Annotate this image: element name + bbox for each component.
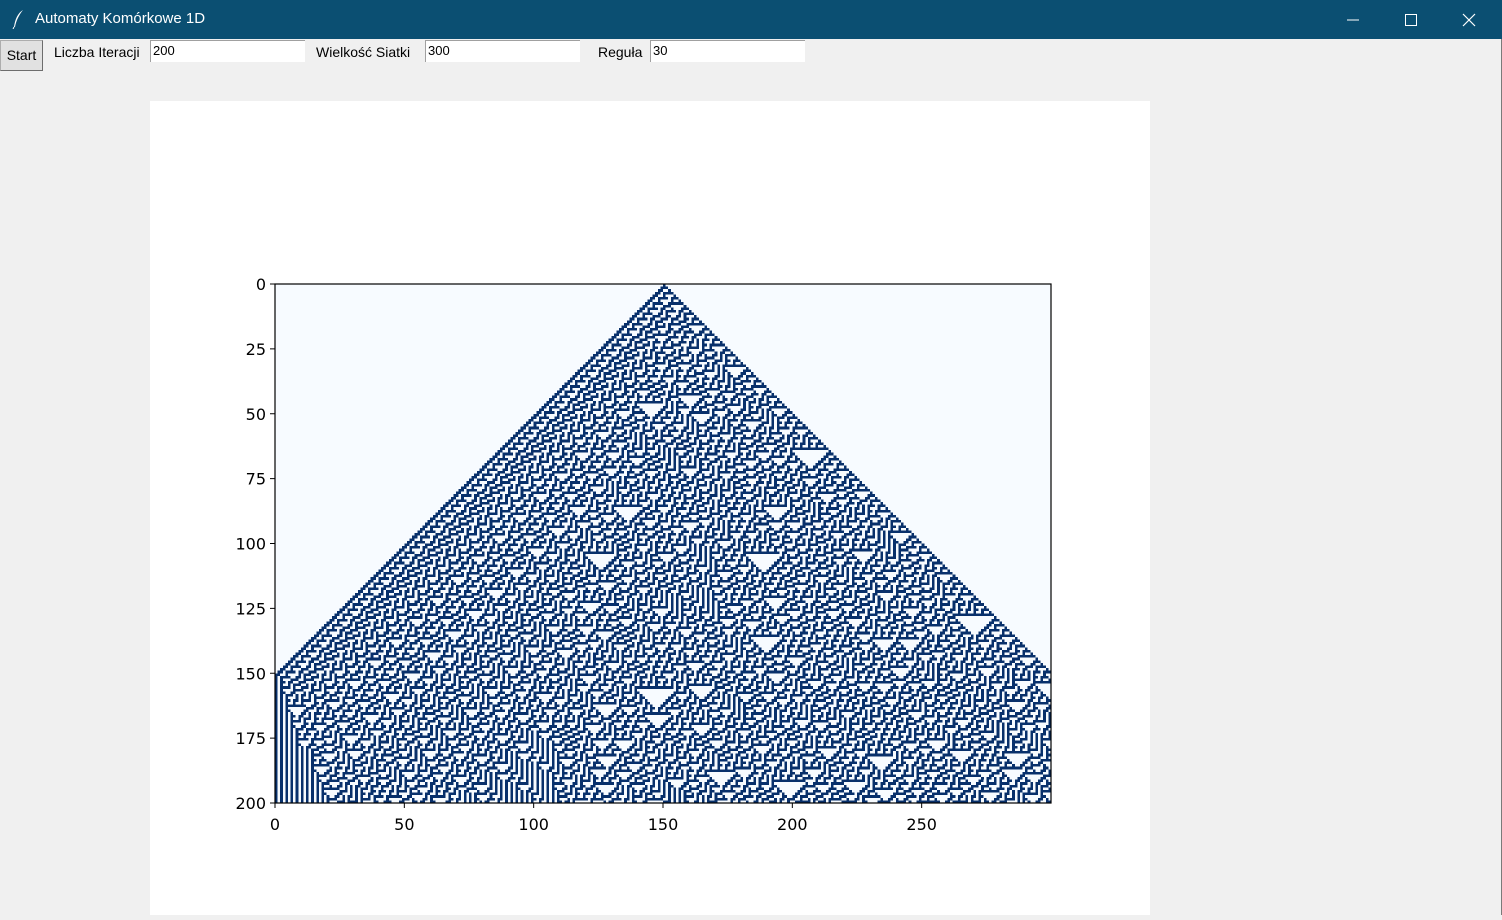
- maximize-button[interactable]: [1382, 0, 1440, 39]
- automaton-plot: 0 50 100 150 200 250 0 25 50 75 100 125 150 175 200: [235, 275, 1052, 834]
- rule-input[interactable]: 30: [650, 40, 805, 62]
- rule-label: Reguła: [598, 44, 643, 60]
- x-tick-label: 150: [648, 815, 679, 834]
- iterations-label: Liczba Iteracji: [54, 44, 140, 60]
- y-tick-label: 50: [246, 405, 266, 424]
- y-tick-label: 125: [235, 599, 266, 618]
- title-bar: Automaty Komórkowe 1D: [0, 0, 1502, 39]
- x-tick-label: 100: [518, 815, 549, 834]
- plot-canvas: 0 50 100 150 200 250 0 25 50 75 100 125 150 175 200: [150, 101, 1150, 915]
- close-button[interactable]: [1440, 0, 1498, 39]
- y-tick-label: 175: [235, 729, 266, 748]
- y-tick-label: 100: [235, 535, 266, 554]
- grid-size-input[interactable]: 300: [425, 40, 580, 62]
- window-title: Automaty Komórkowe 1D: [35, 10, 206, 27]
- feather-icon: [12, 10, 23, 29]
- x-tick-label: 200: [777, 815, 808, 834]
- automaton-cells: [275, 284, 1051, 804]
- minimize-button[interactable]: [1324, 0, 1382, 39]
- y-tick-label: 0: [256, 275, 266, 294]
- grid-size-label: Wielkość Siatki: [316, 44, 411, 60]
- minimize-icon: [1347, 19, 1359, 21]
- y-tick-label: 200: [235, 794, 266, 813]
- x-tick-label: 50: [394, 815, 414, 834]
- y-tick-label: 150: [235, 664, 266, 683]
- close-icon: [1462, 13, 1476, 27]
- iterations-input[interactable]: 200: [150, 40, 305, 62]
- maximize-icon: [1405, 14, 1417, 26]
- y-tick-label: 75: [246, 470, 266, 489]
- y-tick-label: 25: [246, 340, 266, 359]
- x-tick-label: 0: [270, 815, 280, 834]
- x-tick-label: 250: [906, 815, 937, 834]
- start-button[interactable]: Start: [0, 40, 43, 71]
